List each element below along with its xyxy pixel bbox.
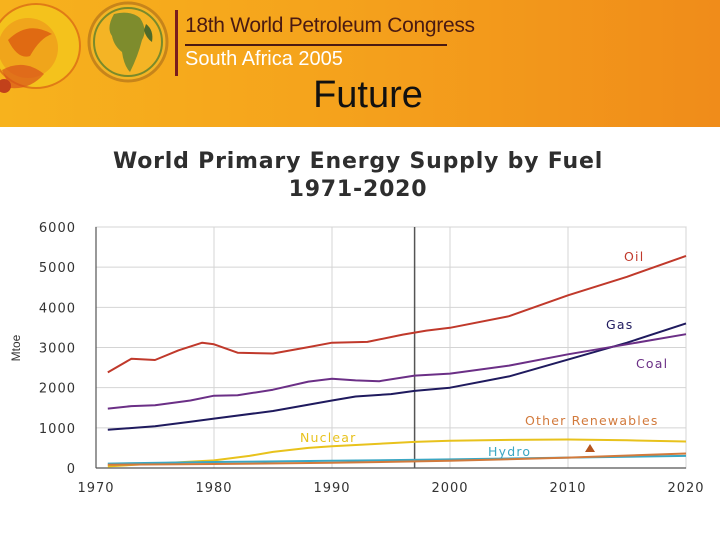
chart-axes: 0 1000 2000 3000 4000 5000 6000 1970 1980 1990 200… [9,221,704,496]
x-tick-label: 2010 [549,481,586,496]
y-tick-label: 1000 [39,422,76,437]
flame-logo-icon [0,3,81,93]
series-label-other-renewables: Other Renewables [525,413,659,428]
series-label-oil: Oil [624,249,644,264]
x-tick-label: 2020 [667,481,704,496]
series-line-gas [107,322,687,431]
y-tick-label: 3000 [39,342,76,357]
series-label-hydro: Hydro [488,444,531,459]
branding-rule [185,44,447,46]
branding-divider [175,10,178,76]
y-tick-label: 0 [67,462,76,477]
y-tick-label: 4000 [39,301,76,316]
y-tick-label: 5000 [39,261,76,276]
chart-subtitle: 1971-2020 [288,177,428,202]
congress-name: 18th World Petroleum Congress [185,14,475,37]
africa-globe-icon [87,1,169,83]
series-label-nuclear: Nuclear [300,430,357,445]
chart-labels: Oil Gas Coal Nuclear Hydro Other Renewables [300,249,668,459]
x-tick-label: 1990 [313,481,350,496]
y-axis-label: Mtoe [9,334,23,361]
x-tick-label: 1980 [195,481,232,496]
series-line-coal [107,333,687,410]
renewables-marker [585,444,595,452]
y-tick-label: 2000 [39,382,76,397]
y-tick-label: 6000 [39,221,76,236]
x-tick-label: 2000 [431,481,468,496]
series-label-gas: Gas [606,317,633,332]
chart-title: World Primary Energy Supply by Fuel [112,149,604,174]
series-line-other-renewables [107,452,687,466]
series-label-coal: Coal [636,356,668,371]
chart-series [107,254,687,468]
x-tick-label: 1970 [77,481,114,496]
series-line-nuclear [107,438,687,468]
congress-event: South Africa 2005 [185,48,343,70]
slide-title: Future [313,74,423,116]
chart-title-block: World Primary Energy Supply by Fuel 1971… [60,148,656,204]
congress-branding: 18th World Petroleum Congress South Afri… [175,8,475,78]
series-line-oil [107,254,687,374]
header-banner: 18th World Petroleum Congress South Afri… [0,0,720,127]
